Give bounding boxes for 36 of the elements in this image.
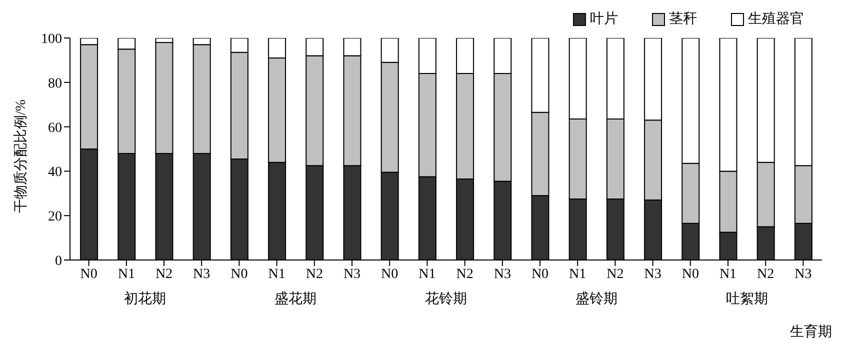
legend-label: 叶片 bbox=[590, 10, 618, 28]
x-tick-label: N0 bbox=[381, 266, 398, 282]
x-tick-label: N1 bbox=[719, 266, 737, 282]
legend-label: 茎秆 bbox=[669, 10, 697, 28]
text: 盛铃期 bbox=[574, 290, 618, 308]
x-tick-label: N0 bbox=[682, 266, 699, 282]
text: 盛花期 bbox=[274, 290, 318, 308]
x-tick-label: N2 bbox=[456, 266, 474, 282]
text: 花铃期 bbox=[424, 290, 468, 308]
x-tick-label: N0 bbox=[80, 266, 98, 282]
y-axis-title: 干物质分配比例/% bbox=[12, 99, 29, 213]
x-tick-label: N1 bbox=[268, 266, 286, 282]
x-tick-label: N2 bbox=[155, 266, 173, 282]
y-tick-label: 60 bbox=[48, 120, 62, 136]
y-tick-label: 40 bbox=[48, 165, 62, 180]
y-tick-label: 20 bbox=[48, 210, 62, 225]
x-tick-label: N1 bbox=[418, 266, 436, 282]
x-tick-label: N3 bbox=[193, 266, 210, 282]
x-tick-label: N1 bbox=[569, 266, 586, 282]
text: 吐絮期 bbox=[724, 290, 769, 308]
x-tick-label: N3 bbox=[343, 266, 361, 282]
y-tick-label: 80 bbox=[48, 76, 62, 92]
x-tick-label: N0 bbox=[230, 266, 248, 282]
x-tick-label: N2 bbox=[306, 266, 323, 282]
y-tick-label: 0 bbox=[55, 254, 62, 269]
x-tick-label: N3 bbox=[644, 266, 662, 282]
x-axis-title: 生育期 bbox=[790, 323, 832, 341]
text: 初花期 bbox=[123, 290, 168, 308]
x-tick-label: N3 bbox=[794, 266, 812, 282]
x-tick-label: N1 bbox=[118, 266, 135, 282]
x-tick-label: N3 bbox=[494, 266, 511, 282]
legend-label: 生殖器官 bbox=[748, 10, 804, 28]
x-tick-label: N0 bbox=[531, 266, 549, 282]
x-tick-label: N2 bbox=[757, 266, 774, 282]
y-tick-label: 100 bbox=[41, 32, 62, 47]
x-tick-label: N2 bbox=[606, 266, 624, 282]
